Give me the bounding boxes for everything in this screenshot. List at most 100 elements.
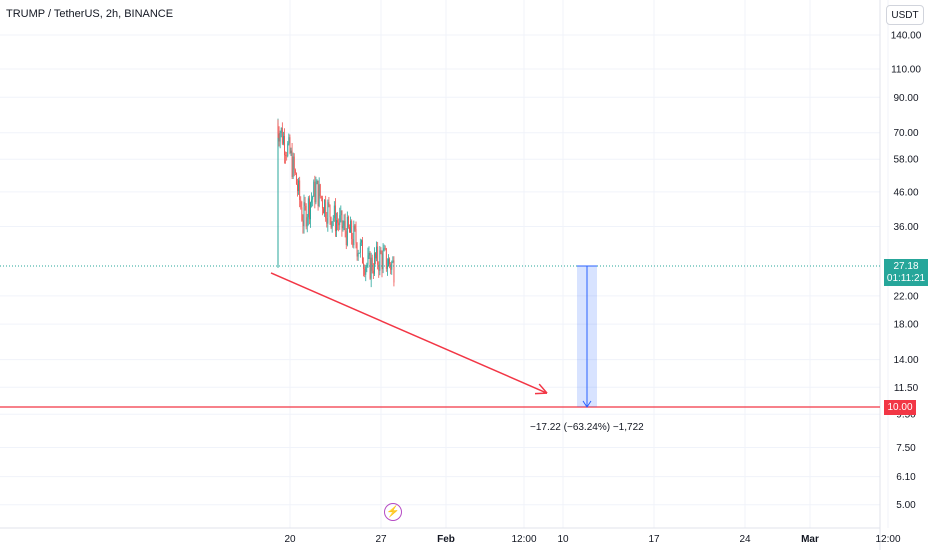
- measure-label: −17.22 (−63.24%) −1,722: [530, 422, 644, 433]
- candle-body: [369, 252, 371, 279]
- candle-body: [349, 227, 350, 233]
- price-tick-label: 5.00: [896, 500, 916, 511]
- candle-body: [351, 220, 353, 240]
- candle-body: [327, 202, 329, 224]
- price-tick-label: 9.50: [896, 410, 916, 421]
- candle-body: [295, 173, 297, 185]
- time-tick-label: 17: [648, 534, 660, 545]
- candle-body: [289, 137, 291, 153]
- candle-body: [372, 270, 374, 274]
- price-tick-label: 22.00: [893, 291, 918, 302]
- candle-body: [297, 184, 298, 192]
- candle-body: [302, 220, 304, 227]
- time-tick-label: Feb: [437, 534, 455, 545]
- candle-body: [308, 198, 310, 220]
- drawings: [0, 265, 880, 408]
- candle-body: [357, 253, 359, 257]
- candle-body: [386, 266, 388, 269]
- price-tick-label: 18.00: [893, 320, 918, 331]
- candle-body: [328, 202, 330, 206]
- candle-body: [370, 257, 372, 279]
- price-tick-label: 36.00: [893, 222, 918, 233]
- candle-body: [367, 255, 369, 265]
- price-tick-label: 58.00: [893, 155, 918, 166]
- candle-body: [382, 250, 384, 270]
- candle-body: [313, 181, 315, 197]
- price-tick-label: 140.00: [891, 31, 922, 42]
- measure-arrow-head: [582, 400, 592, 408]
- candle-body: [316, 180, 318, 184]
- trend-arrow-line: [270, 272, 548, 394]
- candle-body: [389, 258, 391, 265]
- candle-body: [347, 216, 349, 228]
- candle-body: [315, 183, 317, 203]
- time-tick-label: 20: [284, 534, 296, 545]
- candle-body: [377, 246, 379, 265]
- candle-body: [388, 258, 389, 267]
- price-tick-label: 90.00: [893, 93, 918, 104]
- candle-body: [300, 199, 302, 208]
- candle-body: [355, 228, 357, 244]
- candle-body: [333, 205, 335, 219]
- candle-body: [353, 225, 355, 246]
- candle-body: [325, 199, 327, 219]
- candle-body: [391, 262, 393, 270]
- candle-body: [304, 202, 306, 206]
- candle-body: [373, 253, 375, 274]
- candle-body: [292, 156, 294, 178]
- candle-body: [381, 253, 383, 270]
- time-tick-label: 12:00: [875, 534, 900, 545]
- candle-body: [319, 184, 321, 197]
- candle-body: [332, 218, 334, 222]
- candle-body: [376, 246, 378, 259]
- price-tick-label: 7.50: [896, 443, 916, 454]
- candle-body: [293, 156, 295, 170]
- candle-body: [383, 248, 385, 251]
- candle-body: [330, 217, 332, 228]
- candle-body: [318, 184, 320, 207]
- candle-body: [281, 127, 283, 144]
- candle-body: [360, 240, 362, 243]
- candle-body: [277, 123, 279, 267]
- candle-body: [356, 243, 358, 257]
- candle-body: [307, 198, 309, 218]
- candle-body: [279, 133, 281, 142]
- candle-body: [285, 155, 287, 156]
- candle-body: [362, 240, 363, 264]
- candle-body: [290, 150, 292, 153]
- candle-body: [337, 220, 339, 223]
- candle-body: [339, 215, 341, 226]
- candle-body: [291, 150, 293, 178]
- candle-body: [392, 260, 394, 263]
- lightning-icon[interactable]: ⚡: [384, 503, 402, 521]
- candle-body: [368, 252, 370, 256]
- horizontal-line-label[interactable]: 10.00: [884, 400, 916, 415]
- candle-body: [338, 222, 340, 226]
- chart-grid: [0, 0, 889, 550]
- candle-body: [365, 266, 367, 275]
- candle-body: [287, 143, 289, 156]
- candle-body: [317, 180, 319, 207]
- time-tick-label: 12:00: [511, 534, 536, 545]
- candle-body: [320, 196, 322, 199]
- candlestick-series: [277, 118, 395, 288]
- time-tick-label: 24: [739, 534, 751, 545]
- candle-body: [378, 264, 380, 271]
- candle-body: [305, 205, 307, 227]
- candle-body: [314, 181, 316, 203]
- currency-button[interactable]: USDT: [886, 5, 924, 25]
- candle-body: [371, 257, 373, 271]
- time-axis: 20 27 Feb 12:00 10 17 24 Mar 12:00: [284, 534, 901, 545]
- price-tick-label: 11.50: [894, 383, 919, 394]
- candle-body: [282, 135, 284, 144]
- candle-body: [310, 202, 311, 220]
- candle-body: [321, 198, 323, 209]
- price-tick-label: 46.00: [893, 187, 918, 198]
- candle-body: [301, 207, 303, 221]
- candle-body: [359, 242, 361, 253]
- candle-body: [354, 225, 356, 229]
- chart-title[interactable]: TRUMP / TetherUS, 2h, BINANCE: [6, 8, 174, 20]
- candle-body: [280, 127, 282, 134]
- candle-body: [336, 220, 337, 232]
